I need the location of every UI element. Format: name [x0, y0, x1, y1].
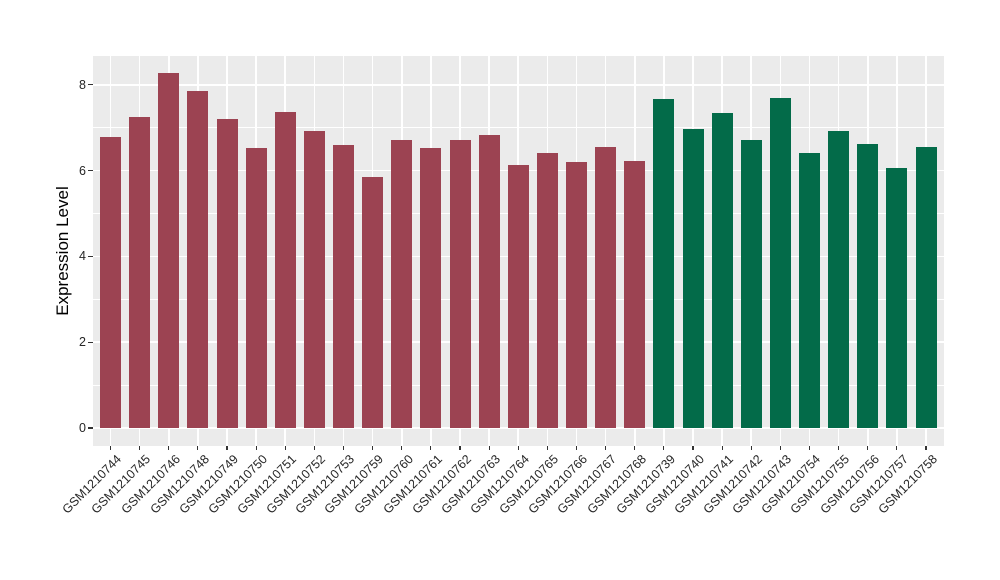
x-tick-mark: [517, 445, 519, 450]
x-tick-mark: [372, 445, 374, 450]
y-tick-label: 4: [79, 249, 86, 264]
bar: [536, 153, 558, 428]
y-tick-label: 2: [79, 335, 86, 350]
x-tick-mark: [430, 445, 432, 450]
bar: [915, 146, 937, 428]
bar: [158, 73, 180, 428]
bar: [420, 148, 442, 428]
y-tick-label: 8: [79, 77, 86, 92]
x-tick-mark: [226, 445, 228, 450]
x-tick-mark: [168, 445, 170, 450]
x-tick-mark: [109, 445, 112, 450]
bar: [828, 131, 850, 428]
x-tick-mark: [546, 445, 548, 450]
x-tick-mark: [313, 445, 315, 450]
x-tick-mark: [750, 445, 752, 450]
x-tick-mark: [139, 445, 141, 450]
x-tick-mark: [575, 445, 578, 450]
bar: [595, 146, 617, 428]
bar: [769, 97, 791, 428]
y-tick-label: 6: [79, 163, 86, 178]
x-tick-mark: [342, 445, 345, 450]
y-tick-label: 0: [79, 421, 86, 435]
y-tick-mark: [87, 170, 93, 172]
bar: [391, 139, 413, 428]
x-tick-mark: [255, 445, 257, 450]
bar: [187, 91, 209, 428]
bar: [245, 148, 267, 428]
bar: [857, 144, 879, 428]
y-tick-mark: [87, 255, 93, 257]
x-tick-mark: [605, 445, 607, 450]
bar: [624, 161, 646, 428]
bar: [478, 134, 500, 428]
bar: [653, 99, 675, 428]
x-tick-mark: [808, 445, 811, 450]
bar: [799, 153, 820, 428]
bar: [216, 118, 238, 428]
x-tick-mark: [867, 445, 869, 450]
x-tick-mark: [401, 445, 403, 450]
x-tick-mark: [925, 445, 927, 450]
bar: [129, 116, 151, 428]
x-tick-mark: [896, 445, 898, 450]
bar: [566, 162, 587, 428]
bar: [711, 113, 733, 428]
chart-panel: [93, 56, 944, 446]
x-tick-mark: [634, 445, 636, 450]
y-tick-mark: [87, 341, 93, 343]
x-tick-mark: [488, 445, 490, 450]
y-tick-mark: [87, 84, 93, 86]
bar: [274, 112, 296, 428]
x-tick-mark: [284, 445, 286, 450]
bar: [362, 177, 384, 428]
bar: [333, 144, 354, 428]
bar: [100, 137, 121, 428]
bar: [449, 139, 471, 428]
bar: [303, 130, 325, 428]
bar: [682, 128, 704, 428]
y-tick-mark: [87, 427, 93, 429]
x-tick-mark: [197, 445, 199, 450]
x-tick-mark: [721, 445, 723, 450]
x-tick-mark: [663, 445, 665, 450]
x-tick-mark: [459, 445, 461, 450]
x-tick-mark: [838, 445, 840, 450]
bar: [507, 165, 529, 428]
x-tick-mark: [692, 445, 694, 450]
x-tick-mark: [779, 445, 781, 450]
bar: [886, 167, 908, 428]
bar: [740, 139, 762, 428]
